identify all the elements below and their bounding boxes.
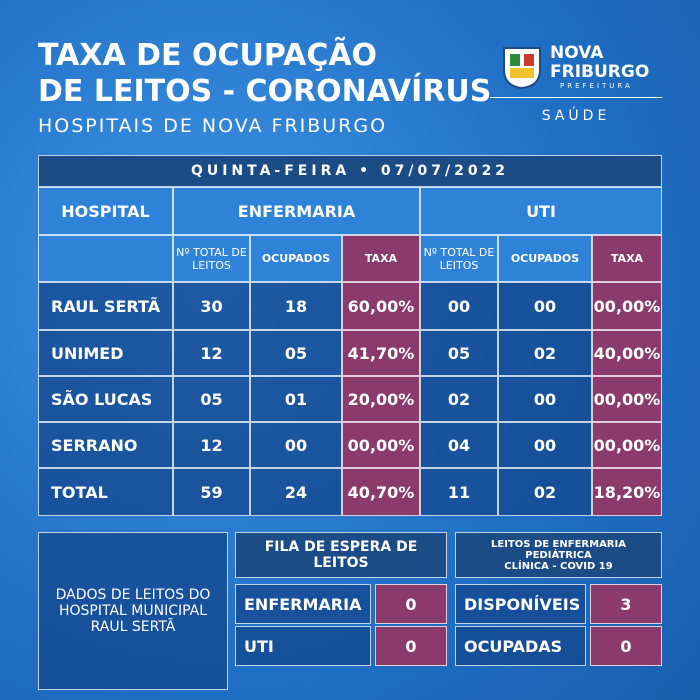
table-cell: 24 bbox=[250, 468, 342, 516]
table-cell: 18,20% bbox=[592, 468, 662, 516]
logo-department: SAÚDE bbox=[541, 108, 611, 124]
panel-value: 0 bbox=[590, 626, 662, 666]
panel-title-line: LEITOS DE ENFERMARIA bbox=[491, 538, 626, 550]
panel-value: 0 bbox=[375, 584, 447, 624]
sub-header: TAXA bbox=[342, 235, 420, 282]
panel-title-line: PEDIÁTRICA bbox=[525, 549, 592, 561]
date-bar: QUINTA-FEIRA • 07/07/2022 bbox=[38, 155, 662, 187]
table-cell: 05 bbox=[173, 376, 250, 422]
table-cell: 59 bbox=[173, 468, 250, 516]
logo-rule bbox=[490, 97, 662, 98]
table-cell: 20,00% bbox=[342, 376, 420, 422]
table-cell: 00 bbox=[498, 282, 592, 330]
group-header: ENFERMARIA bbox=[173, 187, 420, 235]
note: DADOS DE LEITOS DO HOSPITAL MUNICIPAL RA… bbox=[38, 532, 228, 690]
title-line: TAXA DE OCUPAÇÃO bbox=[38, 38, 378, 73]
table-cell: 00,00% bbox=[592, 376, 662, 422]
panel-title: FILA DE ESPERA DE LEITOS bbox=[235, 532, 447, 578]
table-cell: 02 bbox=[420, 376, 498, 422]
subtitle: HOSPITAIS DE NOVA FRIBURGO bbox=[38, 115, 388, 137]
table-cell: 00 bbox=[498, 376, 592, 422]
table-cell: 02 bbox=[498, 330, 592, 376]
table-cell: 00,00% bbox=[342, 422, 420, 468]
table-cell: 05 bbox=[250, 330, 342, 376]
panel-label: ENFERMARIA bbox=[235, 584, 371, 624]
logo-tagline: PREFEITURA bbox=[560, 82, 633, 90]
table-cell: 00,00% bbox=[592, 282, 662, 330]
table-cell: 40,00% bbox=[592, 330, 662, 376]
panel-title: LEITOS DE ENFERMARIA PEDIÁTRICA CLÍNICA - … bbox=[455, 532, 662, 578]
sub-header: TAXA bbox=[592, 235, 662, 282]
table-cell: 00 bbox=[420, 282, 498, 330]
logo-line: FRIBURGO bbox=[550, 62, 650, 82]
table-cell: 12 bbox=[173, 330, 250, 376]
table-cell: 18 bbox=[250, 282, 342, 330]
table-cell: 04 bbox=[420, 422, 498, 468]
group-header: UTI bbox=[420, 187, 662, 235]
sub-header: Nº TOTAL DE LEITOS bbox=[173, 235, 250, 282]
panel-title-line: CLÍNICA - COVID 19 bbox=[504, 560, 613, 572]
panel-value: 3 bbox=[590, 584, 662, 624]
hospital-name: TOTAL bbox=[38, 468, 173, 516]
group-header: HOSPITAL bbox=[38, 187, 173, 235]
table-cell: 41,70% bbox=[342, 330, 420, 376]
hospital-name: SERRANO bbox=[38, 422, 173, 468]
table-cell: 01 bbox=[250, 376, 342, 422]
hospital-name: SÃO LUCAS bbox=[38, 376, 173, 422]
sub-header: Nº TOTAL DE LEITOS bbox=[420, 235, 498, 282]
hospital-name: UNIMED bbox=[38, 330, 173, 376]
panel-label: DISPONÍVEIS bbox=[455, 584, 586, 624]
table-cell: 00,00% bbox=[592, 422, 662, 468]
sub-header: OCUPADOS bbox=[498, 235, 592, 282]
title: TAXA DE OCUPAÇÃO DE LEITOS - CORONAVÍRUS bbox=[38, 38, 491, 110]
table-cell: 40,70% bbox=[342, 468, 420, 516]
table-cell: 00 bbox=[498, 422, 592, 468]
logo-name: NOVA FRIBURGO bbox=[550, 44, 649, 82]
table-cell: 02 bbox=[498, 468, 592, 516]
panel-value: 0 bbox=[375, 626, 447, 666]
table-cell: 12 bbox=[173, 422, 250, 468]
hospital-name: RAUL SERTÃ bbox=[38, 282, 173, 330]
title-line: DE LEITOS - CORONAVÍRUS bbox=[38, 74, 492, 109]
panel-label: UTI bbox=[235, 626, 371, 666]
header-blank bbox=[38, 235, 173, 282]
sub-header: OCUPADOS bbox=[250, 235, 342, 282]
table-cell: 30 bbox=[173, 282, 250, 330]
table-cell: 60,00% bbox=[342, 282, 420, 330]
logo-crest bbox=[503, 47, 541, 90]
logo-line: NOVA bbox=[550, 43, 604, 63]
table-cell: 05 bbox=[420, 330, 498, 376]
panel-label: OCUPADAS bbox=[455, 626, 586, 666]
table-cell: 00 bbox=[250, 422, 342, 468]
table-cell: 11 bbox=[420, 468, 498, 516]
